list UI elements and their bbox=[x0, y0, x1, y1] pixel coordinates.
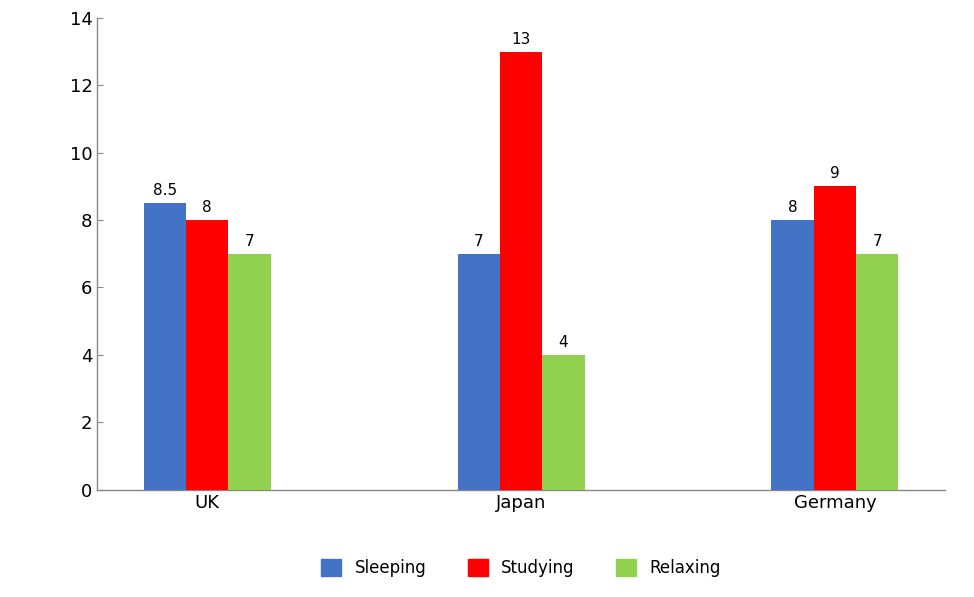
Text: 8: 8 bbox=[203, 200, 212, 215]
Text: 7: 7 bbox=[873, 233, 882, 249]
Bar bbox=[856, 254, 898, 490]
Bar bbox=[813, 186, 856, 490]
Text: 7: 7 bbox=[474, 233, 483, 249]
Bar bbox=[144, 203, 186, 490]
Legend: Sleeping, Studying, Relaxing: Sleeping, Studying, Relaxing bbox=[321, 559, 721, 577]
Text: 7: 7 bbox=[244, 233, 254, 249]
Text: 4: 4 bbox=[559, 335, 568, 350]
Text: 9: 9 bbox=[830, 167, 840, 181]
Text: 13: 13 bbox=[511, 32, 531, 47]
Bar bbox=[229, 254, 271, 490]
Bar bbox=[500, 51, 543, 490]
Bar bbox=[186, 220, 229, 490]
Text: 8.5: 8.5 bbox=[153, 183, 177, 198]
Bar bbox=[458, 254, 500, 490]
Bar bbox=[771, 220, 813, 490]
Bar bbox=[543, 355, 584, 490]
Text: 8: 8 bbox=[788, 200, 798, 215]
